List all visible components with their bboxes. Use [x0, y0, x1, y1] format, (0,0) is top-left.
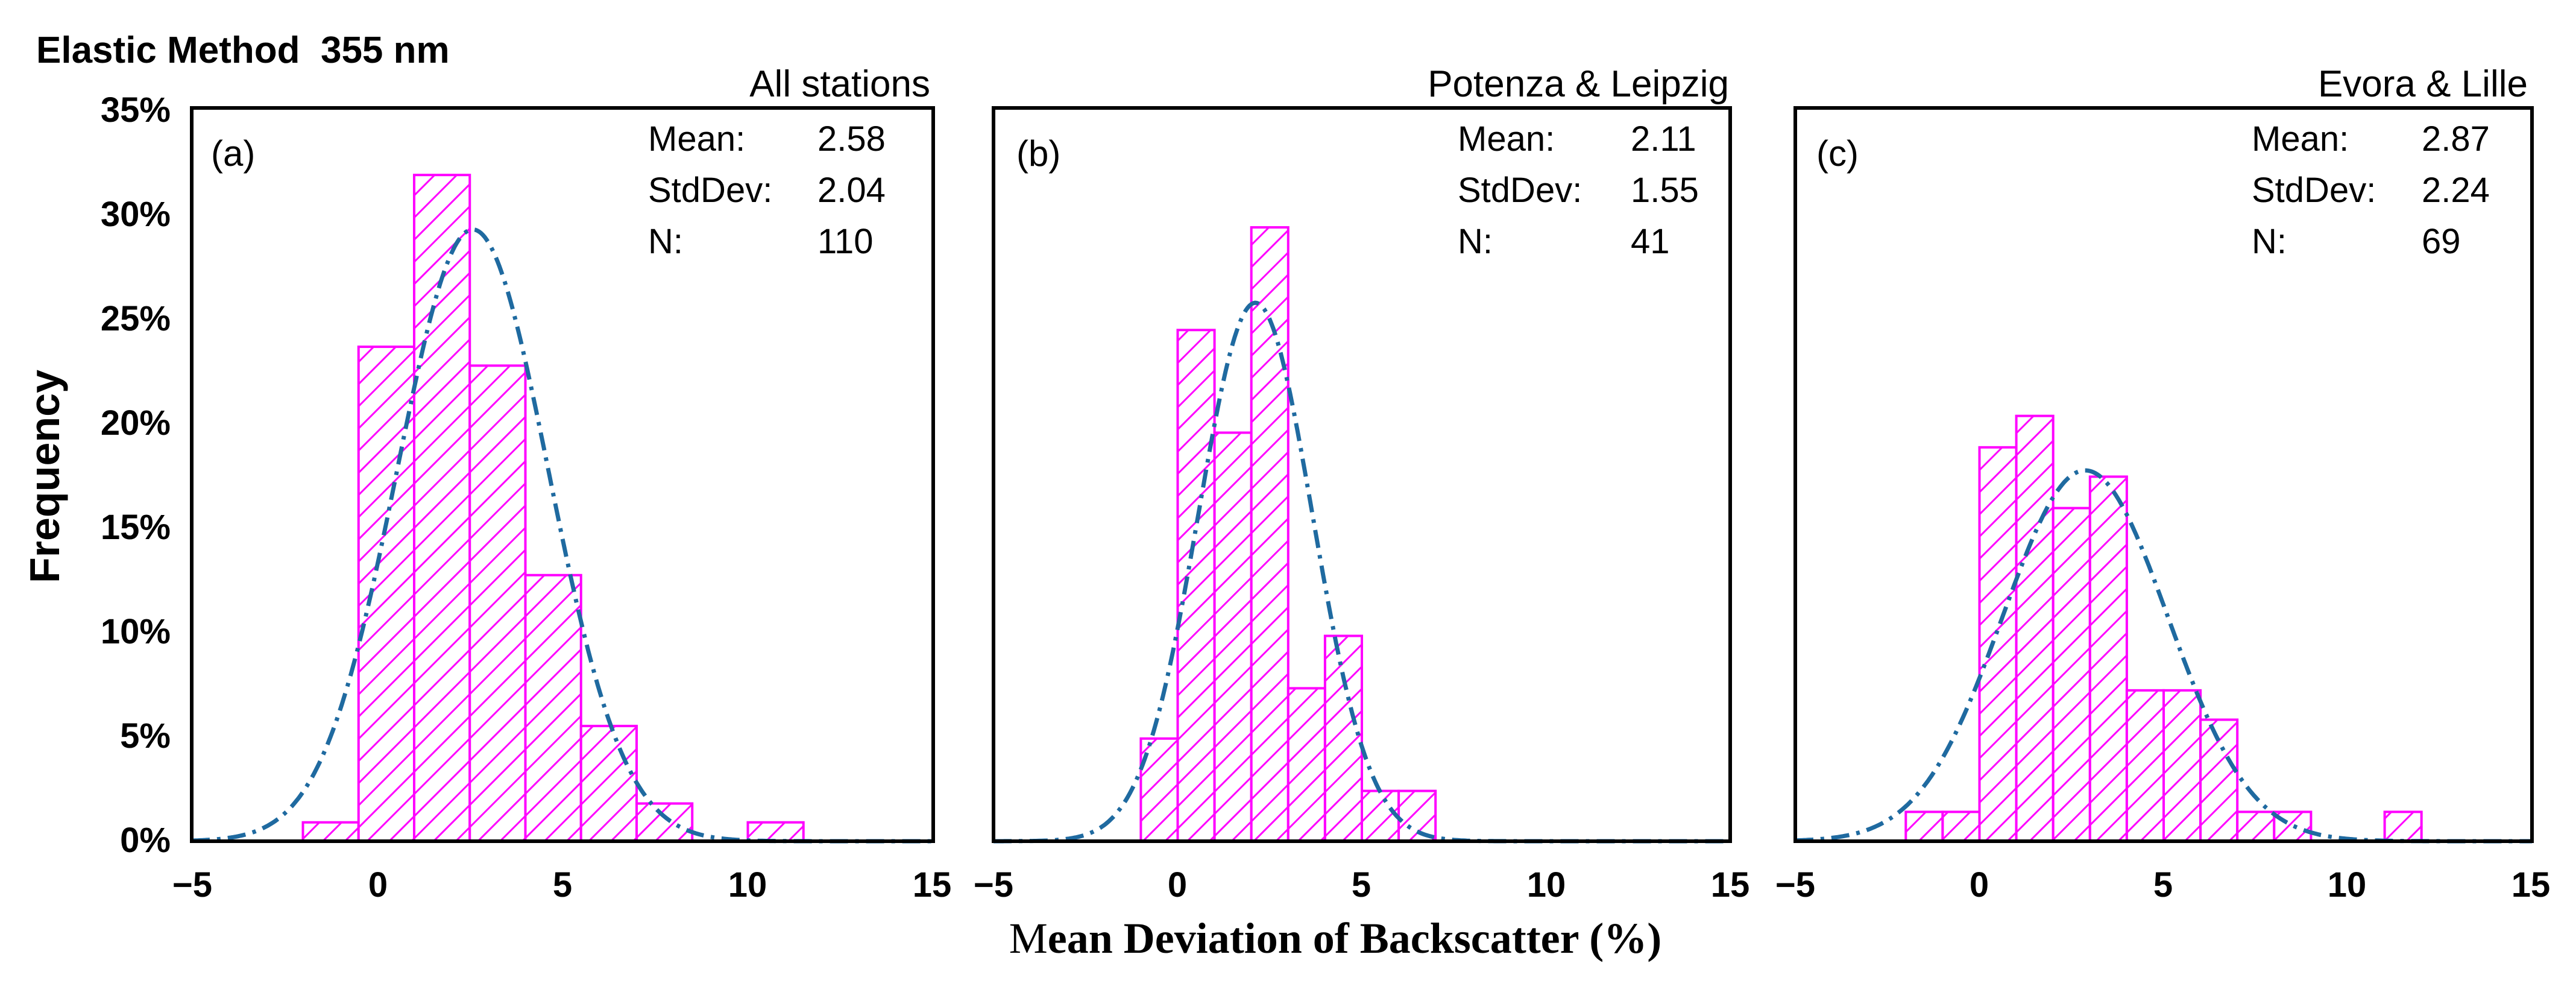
x-tick-label: 5 — [2153, 865, 2173, 905]
histogram-bar — [2162, 689, 2202, 843]
stat-label: Mean: — [1458, 119, 1555, 159]
x-tick-label: 0 — [1970, 865, 1989, 905]
stat-value: 2.58 — [817, 119, 886, 159]
x-tick-label: 0 — [368, 865, 388, 905]
x-tick-label: 0 — [1168, 865, 1187, 905]
x-axis-ticks: −5 0 5 10 15 — [1775, 865, 2550, 905]
histogram-bar — [1250, 226, 1290, 842]
panel-label: (a) — [211, 133, 255, 174]
histogram-bar — [1176, 329, 1216, 842]
histogram-bar — [2236, 810, 2276, 842]
panel-a: All stations (a) Mean: 2.58 StdDev: 2.04… — [172, 63, 951, 905]
histogram-bar — [635, 802, 694, 843]
y-tick-label: 5% — [120, 716, 171, 756]
y-tick-label: 15% — [101, 508, 171, 547]
panel-title: All stations — [749, 63, 930, 105]
x-tick-label: −5 — [974, 865, 1013, 905]
x-tick-label: −5 — [172, 865, 212, 905]
histogram-bar — [746, 821, 805, 843]
x-tick-label: 10 — [728, 865, 767, 905]
x-axis-label-rest: ean Deviation of Backscatter (%) — [1048, 914, 1661, 962]
histogram-bar — [1286, 687, 1326, 843]
x-tick-label: 10 — [2328, 865, 2367, 905]
normal-fit-curve — [1795, 468, 2532, 844]
histogram-bar — [1941, 810, 1981, 842]
x-tick-label: 15 — [913, 865, 952, 905]
stat-label: N: — [2252, 222, 2287, 261]
stat-value: 2.04 — [817, 171, 886, 210]
y-axis-ticks: 0% 5% 10% 15% 20% 25% 30% 35% — [101, 90, 171, 860]
x-tick-label: 5 — [553, 865, 572, 905]
stat-label: N: — [648, 222, 683, 261]
histogram-bar — [301, 821, 360, 843]
stat-value: 2.11 — [1631, 119, 1696, 159]
stat-value: 110 — [817, 222, 873, 261]
plot-frame — [190, 106, 935, 843]
panel-label: (b) — [1016, 133, 1060, 174]
stat-label: StdDev: — [2252, 171, 2376, 210]
histogram-bar — [1361, 789, 1400, 843]
y-tick-label: 0% — [120, 821, 171, 860]
stat-value: 2.24 — [2422, 171, 2490, 210]
histogram-bar — [2088, 475, 2128, 842]
stat-value: 1.55 — [1631, 171, 1699, 210]
histogram-bars — [1139, 226, 1437, 843]
histogram-bar — [1978, 446, 2018, 842]
panel-title: Evora & Lille — [2318, 63, 2528, 105]
histogram-bar — [2052, 507, 2091, 842]
x-axis-label-initial: M — [1009, 914, 1048, 962]
y-tick-label: 10% — [101, 612, 171, 651]
stat-label: N: — [1458, 222, 1493, 261]
x-axis-label: Mean Deviation of Backscatter (%) — [1009, 914, 1662, 962]
y-tick-label: 35% — [101, 90, 171, 130]
histogram-bar — [2015, 414, 2055, 842]
y-tick-label: 20% — [101, 403, 171, 443]
stat-value: 41 — [1631, 222, 1670, 261]
histogram-bar — [1213, 431, 1253, 842]
stat-label: StdDev: — [648, 171, 772, 210]
stat-value: 2.87 — [2422, 119, 2490, 159]
figure-title: Elastic Method 355 nm — [36, 30, 450, 71]
histogram-bar — [524, 573, 582, 842]
panel-title: Potenza & Leipzig — [1428, 63, 1729, 105]
histogram-bar — [1323, 634, 1363, 843]
x-axis-ticks: −5 0 5 10 15 — [974, 865, 1749, 905]
histogram-bars — [1904, 414, 2423, 843]
stat-value: 69 — [2422, 222, 2461, 261]
panel-c: Evora & Lille (c) Mean: 2.87 StdDev: 2.2… — [1775, 63, 2550, 905]
x-tick-label: 15 — [2511, 865, 2551, 905]
histogram-bars — [301, 174, 805, 843]
histogram-bar — [468, 364, 527, 842]
histogram-bar — [1904, 810, 1944, 842]
stat-label: Mean: — [2252, 119, 2349, 159]
x-axis-ticks: −5 0 5 10 15 — [172, 865, 951, 905]
plot-frame — [1793, 106, 2534, 843]
y-tick-label: 25% — [101, 299, 171, 338]
histogram-bar — [579, 724, 638, 843]
histogram-bar — [2383, 810, 2423, 842]
plot-frame — [992, 106, 1732, 843]
x-tick-label: 15 — [1711, 865, 1750, 905]
y-tick-label: 30% — [101, 195, 171, 234]
stat-label: Mean: — [648, 119, 745, 159]
histogram-bar — [413, 174, 471, 843]
x-tick-label: 5 — [1352, 865, 1371, 905]
stat-label: StdDev: — [1458, 171, 1582, 210]
x-tick-label: −5 — [1775, 865, 1815, 905]
panel-b: Potenza & Leipzig (b) Mean: 2.11 StdDev:… — [974, 63, 1749, 905]
histogram-bar — [2125, 689, 2165, 843]
histogram-bar — [357, 346, 415, 842]
histogram-bar — [1139, 737, 1179, 843]
x-tick-label: 10 — [1527, 865, 1566, 905]
y-axis-label: Frequency — [21, 370, 68, 583]
panel-label: (c) — [1816, 133, 1859, 174]
